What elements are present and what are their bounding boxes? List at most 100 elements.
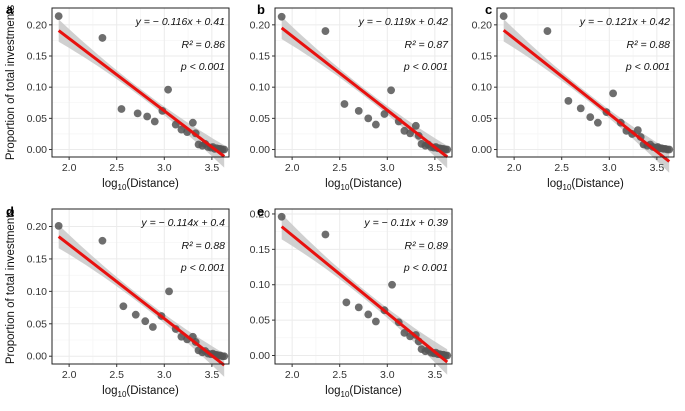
data-point xyxy=(364,310,373,319)
panel-label: d xyxy=(6,204,14,219)
x-tick-label: 2.5 xyxy=(109,162,124,174)
data-point xyxy=(633,126,642,135)
regression-line xyxy=(280,225,449,364)
y-tick-label: 0.20 xyxy=(27,19,48,31)
data-point xyxy=(371,317,380,326)
r-squared: R² = 0.87 xyxy=(405,39,450,51)
r-squared: R² = 0.89 xyxy=(405,240,449,252)
x-tick-label: 3.0 xyxy=(380,162,395,174)
x-tick-label: 2.0 xyxy=(285,369,300,381)
data-point xyxy=(364,114,373,123)
data-point xyxy=(54,221,63,230)
data-point xyxy=(593,118,602,127)
x-tick-label: 3.5 xyxy=(650,162,665,174)
x-tick-label: 2.0 xyxy=(507,162,522,174)
y-tick-label: 0.05 xyxy=(250,113,271,125)
panel-border xyxy=(51,208,230,365)
x-axis-label-distance: (Distance) xyxy=(126,178,179,190)
data-point xyxy=(277,12,286,21)
x-tick-label: 2.5 xyxy=(332,162,347,174)
x-tick-label: 3.0 xyxy=(602,162,617,174)
regression-equation: y = − 0.114x + 0.4 xyxy=(140,217,225,229)
panel-label: a xyxy=(6,2,14,17)
r-squared: R² = 0.88 xyxy=(627,39,671,51)
data-point xyxy=(54,12,63,21)
y-axis-label: Proportion of total investments xyxy=(5,209,17,365)
x-axis-label: log10(Distance) xyxy=(102,385,179,399)
y-axis-label: Proportion of total investments xyxy=(5,5,17,161)
panel-border xyxy=(496,7,675,158)
panel-label: b xyxy=(257,2,265,17)
x-tick-label: 3.0 xyxy=(157,162,172,174)
y-tick-label: 0.20 xyxy=(250,208,271,220)
y-tick-label: 0.15 xyxy=(27,51,48,63)
data-point xyxy=(119,302,128,311)
y-tick-label: 0.05 xyxy=(250,315,271,327)
data-point xyxy=(220,352,229,361)
data-point xyxy=(576,104,585,113)
data-point xyxy=(141,317,150,326)
data-point xyxy=(499,12,508,21)
regression-line xyxy=(280,26,449,159)
data-point xyxy=(387,86,395,95)
p-value: p < 0.001 xyxy=(180,262,225,274)
y-tick-label: 0.10 xyxy=(250,82,271,94)
x-axis-label-log: log xyxy=(325,178,340,190)
y-tick-label: 0.20 xyxy=(472,19,493,31)
y-tick-label: 0.15 xyxy=(250,51,271,63)
data-point xyxy=(371,120,380,129)
data-point xyxy=(340,100,349,108)
x-axis-label: log10(Distance) xyxy=(102,178,179,192)
panel-a: 0.00 0.05 0.10 0.15 0.20 2.0 2.5 3.0 3.5 log10(Di… xyxy=(5,2,230,192)
x-axis-label-subscript: 10 xyxy=(563,183,572,192)
x-axis-label-distance: (Distance) xyxy=(571,178,624,190)
data-point xyxy=(277,212,286,221)
p-value: p < 0.001 xyxy=(180,61,225,73)
data-point xyxy=(117,105,126,113)
data-point xyxy=(400,328,409,337)
y-tick-label: 0.00 xyxy=(27,351,48,363)
x-axis-label-distance: (Distance) xyxy=(126,385,179,397)
data-point xyxy=(321,230,330,239)
data-point xyxy=(411,121,420,130)
y-tick-label: 0.10 xyxy=(472,82,493,94)
y-tick-label: 0.20 xyxy=(27,221,48,233)
data-point xyxy=(164,85,172,94)
data-point xyxy=(98,236,107,245)
data-point xyxy=(609,89,617,98)
grid xyxy=(52,8,229,157)
p-value: p < 0.001 xyxy=(625,61,670,73)
y-tick-label: 0.00 xyxy=(27,144,48,156)
data-point xyxy=(564,96,573,105)
x-axis-label-distance: (Distance) xyxy=(349,178,402,190)
regression-line xyxy=(502,29,671,163)
x-axis-label: log10(Distance) xyxy=(547,178,624,192)
data-point xyxy=(220,145,229,154)
p-value: p < 0.001 xyxy=(403,61,448,73)
r-squared: R² = 0.88 xyxy=(182,240,226,252)
data-point xyxy=(165,287,173,296)
data-point xyxy=(443,351,452,360)
panel-e: 0.00 0.05 0.10 0.15 0.20 2.0 2.5 3.0 3.5 log10(Di… xyxy=(250,204,453,399)
panel-label: c xyxy=(485,2,492,17)
data-point xyxy=(354,106,363,115)
regression-equation: y = − 0.116x + 0.41 xyxy=(135,16,225,28)
x-axis-label-subscript: 10 xyxy=(118,390,127,399)
data-point xyxy=(586,113,595,122)
x-axis-label: log10(Distance) xyxy=(325,385,402,399)
data-point xyxy=(188,118,197,127)
x-tick-label: 2.0 xyxy=(62,162,77,174)
grid xyxy=(275,8,452,157)
x-axis-label-subscript: 10 xyxy=(118,183,127,192)
data-point xyxy=(98,34,107,42)
x-tick-label: 3.5 xyxy=(428,369,443,381)
panel-border xyxy=(51,7,230,158)
data-point xyxy=(543,27,552,35)
x-tick-label: 2.5 xyxy=(109,369,124,381)
x-axis-label-subscript: 10 xyxy=(341,390,350,399)
data-point xyxy=(388,280,396,289)
x-tick-label: 2.0 xyxy=(285,162,300,174)
data-point xyxy=(148,323,157,331)
panel-d: 0.00 0.05 0.10 0.15 0.20 2.0 2.5 3.0 3.5 log10(Di… xyxy=(5,204,230,399)
y-tick-label: 0.20 xyxy=(250,19,271,31)
